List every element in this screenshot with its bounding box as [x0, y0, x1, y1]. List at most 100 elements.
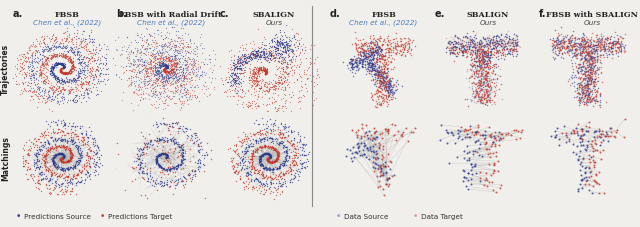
Point — [60, 160, 70, 164]
Point — [160, 67, 170, 71]
Point — [276, 184, 287, 188]
Point — [251, 80, 261, 84]
Point — [582, 98, 593, 101]
Point — [21, 61, 31, 64]
Point — [378, 82, 388, 86]
Point — [248, 79, 259, 82]
Point — [488, 164, 499, 168]
Point — [35, 165, 45, 168]
Point — [149, 56, 159, 60]
Point — [363, 148, 373, 152]
Point — [598, 133, 608, 136]
Point — [65, 79, 76, 82]
Point — [474, 47, 484, 50]
Point — [45, 69, 56, 73]
Point — [457, 137, 467, 141]
Point — [478, 51, 488, 55]
Point — [490, 92, 500, 95]
Point — [161, 153, 171, 156]
Point — [179, 175, 189, 178]
Point — [482, 74, 492, 78]
Point — [77, 33, 88, 37]
Point — [294, 42, 304, 46]
Point — [126, 75, 136, 79]
Point — [286, 129, 296, 132]
Point — [256, 133, 266, 136]
Point — [381, 76, 392, 79]
Point — [585, 72, 595, 76]
Point — [64, 79, 74, 83]
Point — [591, 49, 601, 53]
Point — [161, 65, 171, 69]
Point — [141, 49, 151, 53]
Point — [378, 187, 388, 191]
Point — [486, 39, 497, 43]
Point — [42, 76, 52, 79]
Point — [253, 72, 264, 75]
Point — [449, 36, 459, 40]
Point — [584, 96, 595, 100]
Point — [476, 84, 486, 87]
Point — [584, 74, 595, 77]
Point — [48, 69, 58, 72]
Point — [42, 79, 52, 82]
Point — [84, 41, 94, 45]
Point — [55, 71, 65, 74]
Point — [161, 67, 172, 71]
Point — [358, 38, 369, 41]
Point — [457, 52, 467, 55]
Point — [259, 84, 269, 87]
Point — [261, 126, 271, 130]
Point — [48, 157, 58, 161]
Point — [376, 80, 386, 84]
Point — [59, 67, 69, 70]
Point — [364, 64, 374, 68]
Point — [452, 155, 463, 159]
Point — [359, 153, 369, 156]
Point — [570, 37, 580, 41]
Point — [170, 148, 180, 151]
Point — [158, 69, 168, 72]
Point — [67, 167, 77, 170]
Point — [472, 46, 483, 49]
Point — [253, 70, 264, 73]
Point — [88, 48, 98, 51]
Point — [251, 177, 261, 180]
Point — [476, 67, 486, 70]
Point — [382, 89, 392, 92]
Point — [580, 56, 590, 59]
Point — [173, 177, 183, 181]
Point — [36, 77, 46, 80]
Point — [478, 76, 488, 79]
Point — [283, 168, 293, 172]
Point — [62, 132, 72, 136]
Point — [250, 72, 260, 75]
Point — [373, 73, 383, 77]
Point — [477, 94, 487, 97]
Point — [378, 79, 388, 83]
Point — [27, 57, 37, 61]
Point — [55, 68, 65, 72]
Point — [485, 50, 495, 54]
Point — [165, 65, 175, 69]
Point — [161, 58, 172, 62]
Point — [86, 149, 96, 152]
Point — [282, 44, 292, 47]
Point — [161, 64, 172, 68]
Point — [150, 77, 161, 81]
Point — [575, 62, 585, 66]
Point — [24, 49, 35, 53]
Point — [586, 51, 596, 54]
Point — [396, 54, 406, 57]
Point — [61, 54, 71, 58]
Point — [575, 81, 586, 85]
Point — [257, 131, 267, 135]
Point — [605, 45, 616, 48]
Point — [579, 51, 589, 54]
Point — [69, 66, 79, 69]
Point — [58, 156, 68, 160]
Point — [602, 39, 612, 42]
Point — [265, 154, 275, 158]
Point — [301, 153, 311, 157]
Point — [362, 45, 372, 49]
